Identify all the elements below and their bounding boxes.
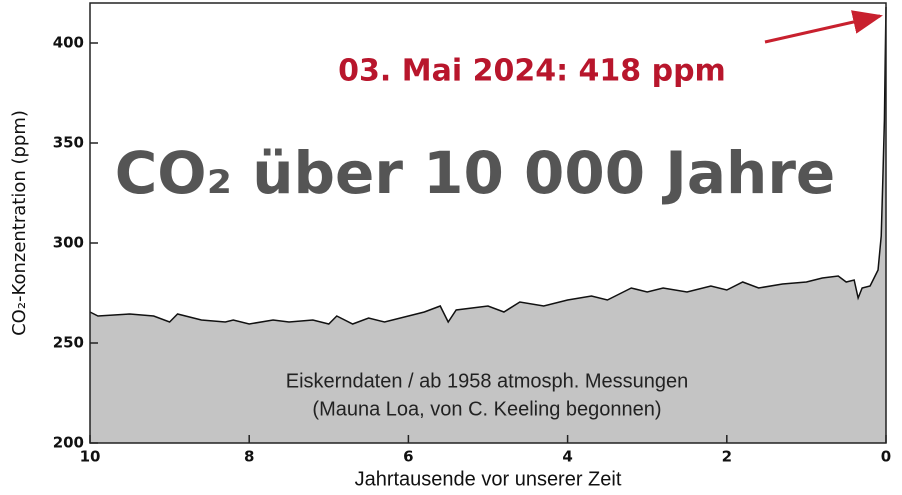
y-tick-label: 400 bbox=[53, 34, 84, 52]
y-tick-label: 300 bbox=[53, 234, 84, 252]
x-tick-label: 4 bbox=[562, 448, 572, 466]
x-axis-label: Jahrtausende vor unserer Zeit bbox=[355, 468, 622, 490]
x-tick-label: 0 bbox=[881, 448, 891, 466]
y-tick-label: 350 bbox=[53, 134, 84, 152]
note-line: Eiskerndaten / ab 1958 atmosph. Messunge… bbox=[286, 370, 688, 392]
x-tick-label: 6 bbox=[403, 448, 413, 466]
y-tick-label: 250 bbox=[53, 334, 84, 352]
plot-frame bbox=[89, 2, 887, 444]
line bbox=[89, 6, 887, 325]
x-tick-label: 8 bbox=[244, 448, 254, 466]
chart-title: CO₂ über 10 000 Jahre bbox=[115, 139, 836, 207]
x-tick-label: 2 bbox=[722, 448, 732, 466]
annotation: 03. Mai 2024: 418 ppm bbox=[338, 54, 726, 89]
y-tick-label: 200 bbox=[53, 434, 84, 452]
area bbox=[90, 7, 886, 443]
annotation-arrow bbox=[764, 10, 883, 44]
x-tick-label: 10 bbox=[80, 448, 101, 466]
note-line: (Mauna Loa, von C. Keeling begonnen) bbox=[312, 398, 661, 420]
y-axis-label: CO₂-Konzentration (ppm) bbox=[9, 110, 30, 336]
